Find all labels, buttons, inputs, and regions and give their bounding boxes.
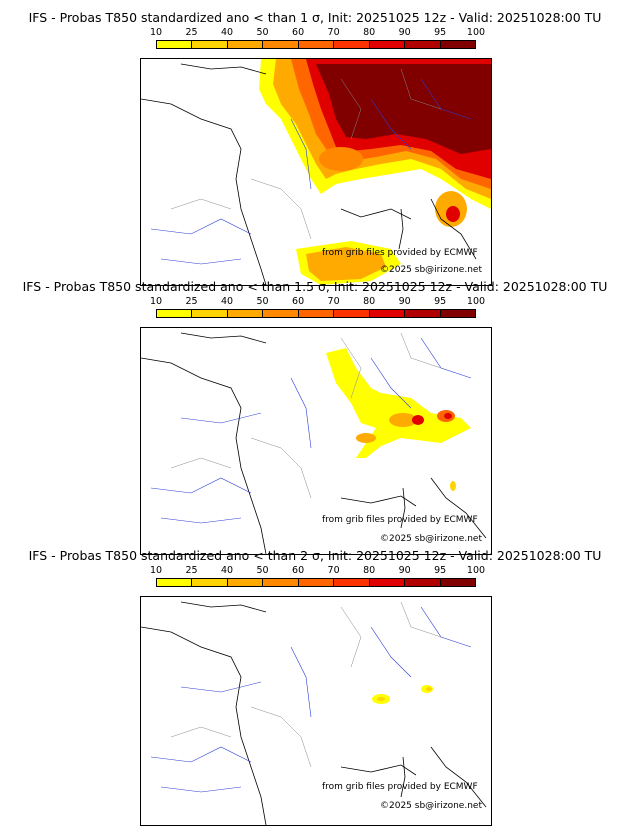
probability-shading [372,685,433,704]
credit-source: from grib files provided by ECMWF [322,248,478,258]
colorbar-segment [192,310,228,317]
colorbar-tick: 40 [220,27,234,38]
colorbar-tick: 95 [434,565,447,576]
colorbar-segment [369,41,406,48]
colorbar-tick: 70 [327,565,340,576]
colorbar-segment [369,579,406,586]
colorbar-segment [192,579,228,586]
colorbar-segment [157,310,193,317]
credit-copyright: ©2025 sb@irizone.net [380,265,482,275]
colorbar-segment [440,579,475,586]
credit-copyright: ©2025 sb@irizone.net [380,801,482,811]
colorbar-segment [227,310,264,317]
colorbar-tick: 40 [220,565,234,576]
colorbar-tick: 10 [149,565,163,576]
coastlines [141,601,487,825]
colorbar-tick: 80 [363,296,376,307]
colorbar-tick: 100 [466,27,486,38]
colorbar-segment [334,310,370,317]
probability-map [140,596,492,826]
rivers [150,337,472,524]
coastlines [141,63,477,285]
colorbar-segment [298,310,335,317]
colorbar-tick: 25 [185,296,198,307]
colorbar-segment [334,41,370,48]
panel-title: IFS - Probas T850 standardized ano < tha… [22,279,608,294]
probability-map [140,58,492,286]
colorbar-tick: 25 [185,27,198,38]
probability-shading [326,348,471,491]
colorbar-segment [405,41,441,48]
colorbar-tick: 95 [434,27,447,38]
map-panel-3: IFS - Probas T850 standardized ano < tha… [0,548,630,826]
colorbar-segment [227,579,264,586]
colorbar-segment [334,579,370,586]
credit-source: from grib files provided by ECMWF [322,515,478,525]
colorbar [156,578,476,587]
credit-copyright: ©2025 sb@irizone.net [380,534,482,544]
colorbar-tick: 100 [466,565,486,576]
colorbar-tick: 60 [292,565,305,576]
colorbar-tick: 95 [434,296,447,307]
colorbar-tick: 50 [256,27,269,38]
map-panel-1: IFS - Probas T850 standardized ano < tha… [0,10,630,286]
panel-title: IFS - Probas T850 standardized ano < tha… [28,548,602,563]
colorbar-tick: 80 [363,565,376,576]
map-panel-2: IFS - Probas T850 standardized ano < tha… [0,279,630,555]
colorbar-segment [227,41,264,48]
colorbar-segment [192,41,228,48]
colorbar-segment [157,579,193,586]
colorbar-segment [405,579,441,586]
colorbar-tick: 90 [398,296,411,307]
colorbar-tick: 90 [398,27,411,38]
credit-source: from grib files provided by ECMWF [322,782,478,792]
rivers [150,606,472,793]
colorbar-tick: 10 [149,27,163,38]
rivers [150,78,472,265]
colorbar-segment [405,310,441,317]
colorbar-tick: 10 [149,296,163,307]
colorbar-ticks: 10 25 40 50 60 70 80 90 95 100 [150,565,485,577]
colorbar-segment [263,310,299,317]
colorbar-tick: 50 [256,565,269,576]
panel-title: IFS - Probas T850 standardized ano < tha… [28,10,602,25]
colorbar-tick: 60 [292,27,305,38]
colorbar-tick: 60 [292,296,305,307]
coastlines [141,332,487,554]
borders [170,332,442,499]
colorbar-tick: 50 [256,296,269,307]
colorbar-tick: 40 [220,296,234,307]
colorbar-ticks: 10 25 40 50 60 70 80 90 95 100 [150,296,485,308]
borders [170,68,442,240]
colorbar-tick: 90 [398,565,411,576]
colorbar-segment [298,579,335,586]
probability-map [140,327,492,555]
colorbar-segment [440,310,475,317]
colorbar [156,309,476,318]
colorbar-segment [263,41,299,48]
colorbar-tick: 70 [327,296,340,307]
colorbar-ticks: 10 25 40 50 60 70 80 90 95 100 [150,27,485,39]
colorbar-tick: 80 [363,27,376,38]
colorbar-segment [263,579,299,586]
colorbar [156,40,476,49]
borders [170,601,442,768]
colorbar-segment [157,41,193,48]
colorbar-tick: 100 [466,296,486,307]
colorbar-segment [440,41,475,48]
colorbar-segment [369,310,406,317]
colorbar-segment [298,41,335,48]
colorbar-tick: 25 [185,565,198,576]
colorbar-tick: 70 [327,27,340,38]
